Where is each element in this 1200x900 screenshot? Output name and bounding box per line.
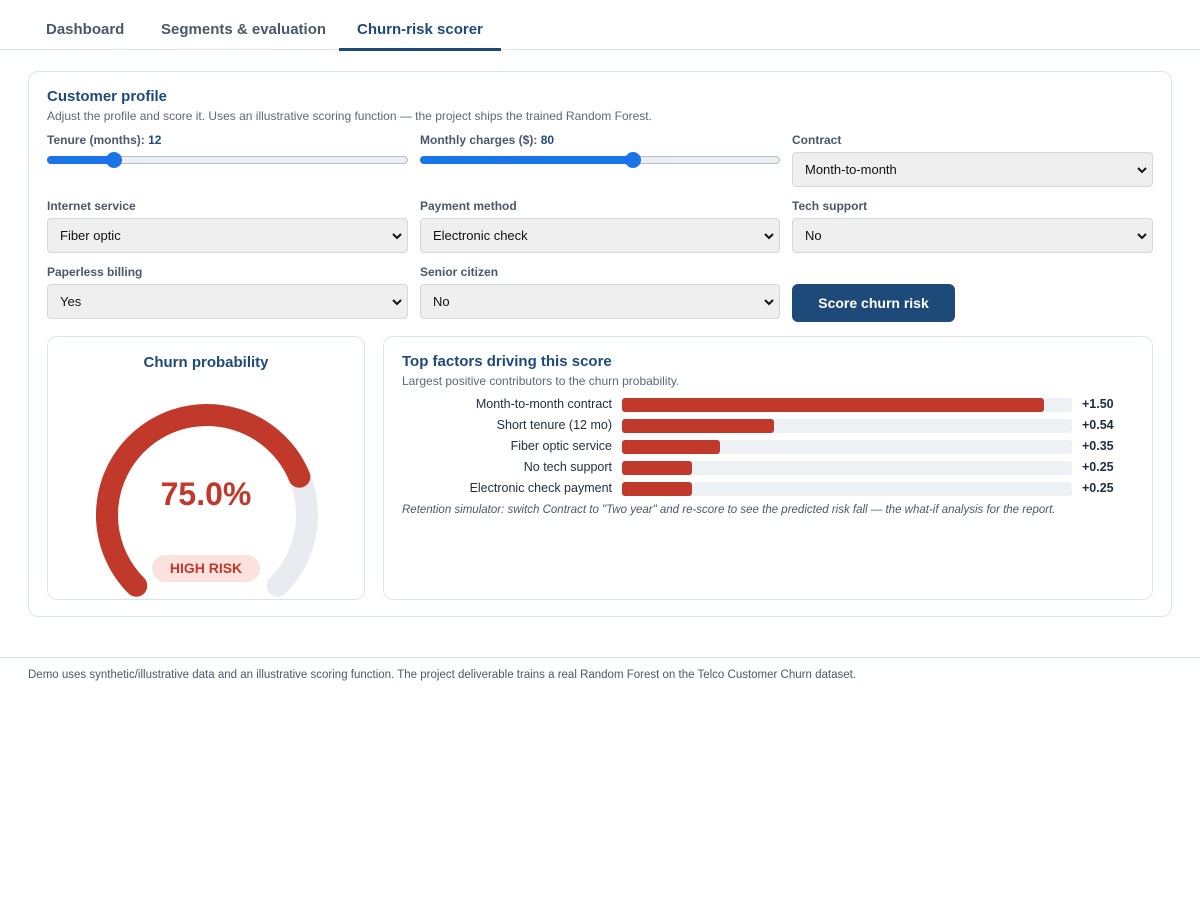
- factor-label: Fiber optic service: [510, 439, 612, 453]
- footer-disclaimer: Demo uses synthetic/illustrative data an…: [28, 669, 856, 681]
- monthly-charges-slider-thumb[interactable]: [624, 152, 641, 168]
- senior-citizen-select[interactable]: No: [420, 284, 780, 319]
- factor-value: +0.54: [1082, 418, 1114, 432]
- paperless-billing-select[interactable]: Yes: [47, 284, 408, 319]
- tenure-slider-thumb[interactable]: [105, 152, 122, 168]
- paperless-billing-select-value: Yes: [60, 294, 82, 309]
- top-factors-title: Top factors driving this score: [402, 353, 612, 370]
- paperless-billing-label: Paperless billing: [47, 265, 143, 279]
- tenure-slider[interactable]: [47, 152, 408, 168]
- chevron-down-icon: [764, 299, 774, 306]
- senior-citizen-label: Senior citizen: [420, 265, 499, 279]
- tenure-value: 12: [148, 133, 162, 147]
- factor-label: Electronic check payment: [469, 481, 612, 495]
- payment-method-label: Payment method: [420, 199, 517, 213]
- tab-bar: Dashboard Segments & evaluation Churn-ri…: [0, 0, 1200, 51]
- payment-method-select[interactable]: Electronic check: [420, 218, 780, 253]
- factor-bar-track: [622, 440, 1072, 454]
- tab-segments-evaluation[interactable]: Segments & evaluation: [161, 21, 327, 38]
- footer-divider: [0, 657, 1200, 658]
- factor-bar-track: [622, 398, 1072, 412]
- internet-service-select-value: Fiber optic: [60, 228, 121, 243]
- factor-label: Month-to-month contract: [475, 397, 612, 411]
- monthly-charges-label-text: Monthly charges ($):: [420, 133, 538, 147]
- chevron-down-icon: [392, 233, 402, 240]
- chevron-down-icon: [764, 233, 774, 240]
- contract-label: Contract: [792, 133, 842, 147]
- chevron-down-icon: [392, 299, 402, 306]
- churn-probability-panel: Churn probability 75.0%: [47, 336, 365, 600]
- monthly-charges-value: 80: [540, 133, 555, 147]
- top-factors-subtitle: Largest positive contributors to the chu…: [402, 374, 680, 388]
- risk-level-badge: HIGH RISK: [152, 555, 260, 582]
- churn-gauge: [96, 404, 318, 597]
- gauge-fill: [96, 404, 311, 597]
- chevron-down-icon: [1137, 233, 1147, 240]
- contract-select[interactable]: Month-to-month: [792, 152, 1153, 187]
- tab-churn-risk-scorer[interactable]: Churn-risk scorer: [339, 0, 501, 51]
- factor-bar: [622, 482, 693, 496]
- factor-value: +0.25: [1082, 481, 1114, 495]
- monthly-charges-slider-fill: [420, 156, 633, 164]
- internet-service-label: Internet service: [47, 199, 136, 213]
- senior-citizen-select-value: No: [433, 294, 450, 309]
- factor-bar-track: [622, 461, 1072, 475]
- factor-bar: [622, 398, 1044, 412]
- tenure-label: Tenure (months): 12: [47, 133, 161, 147]
- tech-support-select-value: No: [805, 228, 822, 243]
- factor-bar-track: [622, 482, 1072, 496]
- factor-label: Short tenure (12 mo): [496, 418, 612, 432]
- monthly-charges-slider[interactable]: [420, 152, 780, 168]
- chevron-down-icon: [1137, 167, 1147, 174]
- factor-bar: [622, 419, 774, 433]
- tech-support-select[interactable]: No: [792, 218, 1153, 253]
- factor-value: +1.50: [1082, 397, 1114, 411]
- factor-label: No tech support: [523, 460, 612, 474]
- factor-value: +0.35: [1082, 439, 1114, 453]
- monthly-charges-label: Monthly charges ($): 80: [420, 133, 554, 147]
- factor-value: +0.25: [1082, 460, 1114, 474]
- factor-bar: [622, 440, 721, 454]
- internet-service-select[interactable]: Fiber optic: [47, 218, 408, 253]
- tenure-label-text: Tenure (months):: [47, 133, 145, 147]
- score-churn-risk-button[interactable]: Score churn risk: [792, 284, 955, 322]
- payment-method-select-value: Electronic check: [433, 228, 528, 243]
- customer-profile-subtitle: Adjust the profile and score it. Uses an…: [47, 109, 652, 123]
- retention-simulator-note: Retention simulator: switch Contract to …: [402, 504, 1056, 516]
- tech-support-label: Tech support: [792, 199, 868, 213]
- contract-select-value: Month-to-month: [805, 162, 897, 177]
- factor-bar: [622, 461, 693, 475]
- churn-probability-title: Churn probability: [143, 354, 269, 371]
- churn-probability-value: 75.0%: [160, 476, 252, 512]
- tab-dashboard[interactable]: Dashboard: [46, 21, 125, 38]
- tenure-slider-fill: [47, 156, 114, 164]
- customer-profile-title: Customer profile: [47, 88, 168, 105]
- factor-bar-track: [622, 419, 1072, 433]
